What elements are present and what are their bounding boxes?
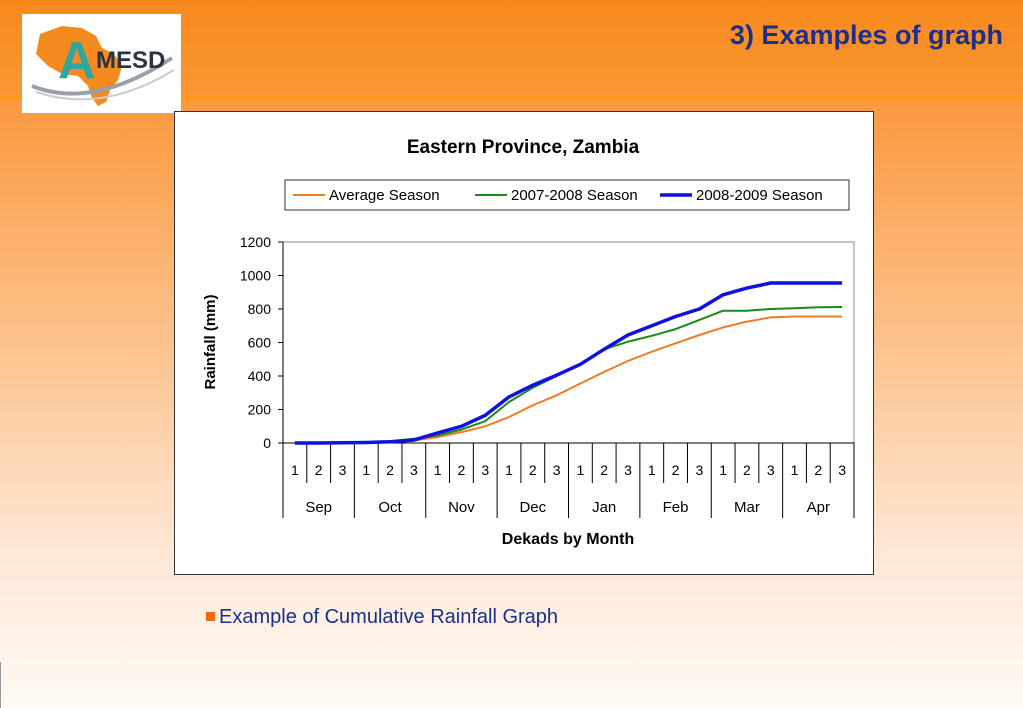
chart-legend xyxy=(284,179,850,211)
legend-entry: 2008-2009 Season xyxy=(696,187,823,204)
y-tick-label: 200 xyxy=(248,402,272,418)
month-label: Sep xyxy=(305,499,332,516)
dekad-label: 1 xyxy=(576,462,584,478)
series-line-3 xyxy=(294,281,843,445)
legend-entry: Average Season xyxy=(329,187,440,204)
month-label: Feb xyxy=(663,499,689,516)
logo-letter-a: A xyxy=(58,32,96,90)
dekad-label: 3 xyxy=(767,462,775,478)
logo-graphic: A MESD xyxy=(31,26,175,106)
month-label: Apr xyxy=(807,499,830,516)
x-axis-label: Dekads by Month xyxy=(502,531,634,548)
y-tick-label: 800 xyxy=(248,301,272,317)
amesd-logo: A MESD xyxy=(22,14,181,113)
dekad-label: 2 xyxy=(315,462,323,478)
dekad-label: 3 xyxy=(481,462,489,478)
dekad-label: 2 xyxy=(600,462,608,478)
dekad-label: 2 xyxy=(672,462,680,478)
dekad-label: 1 xyxy=(719,462,727,478)
left-edge-mark xyxy=(0,662,1,708)
dekad-label: 1 xyxy=(791,462,799,478)
y-tick-label: 600 xyxy=(248,335,272,351)
series-lines xyxy=(294,281,843,445)
chart-frame: Eastern Province, Zambia Average Season 2… xyxy=(174,111,874,575)
dekad-label: 2 xyxy=(743,462,751,478)
dekad-label: 1 xyxy=(648,462,656,478)
month-label: Mar xyxy=(734,499,760,516)
dekad-label: 2 xyxy=(814,462,822,478)
chart-title: Eastern Province, Zambia xyxy=(407,137,640,158)
dekad-label: 3 xyxy=(410,462,418,478)
slide-title: 3) Examples of graph xyxy=(729,20,1003,50)
y-axis-label: Rainfall (mm) xyxy=(202,294,219,389)
month-label: Dec xyxy=(519,499,546,516)
month-label: Nov xyxy=(448,499,475,516)
y-axis: 0 200 400 600 800 1000 1200 xyxy=(240,234,284,451)
y-tick-label: 1000 xyxy=(240,268,271,284)
dekad-label: 2 xyxy=(529,462,537,478)
rainfall-chart: Eastern Province, Zambia Average Season 2… xyxy=(202,137,855,548)
dekad-label: 3 xyxy=(339,462,347,478)
caption: Example of Cumulative Rainfall Graph xyxy=(206,606,558,629)
caption-text: Example of Cumulative Rainfall Graph xyxy=(219,606,559,628)
dekad-label: 3 xyxy=(553,462,561,478)
legend-entry: 2007-2008 Season xyxy=(511,187,638,204)
dekad-label: 1 xyxy=(291,462,299,478)
month-label: Oct xyxy=(378,499,402,516)
logo-text-mesd: MESD xyxy=(96,47,165,74)
y-tick-label: 400 xyxy=(248,368,272,384)
dekad-label: 3 xyxy=(695,462,703,478)
plot-area xyxy=(282,241,855,444)
dekad-label: 1 xyxy=(505,462,513,478)
dekad-label: 2 xyxy=(458,462,466,478)
header-divider xyxy=(0,95,1023,100)
legend-items: Average Season 2007-2008 Season 2008-2009 … xyxy=(293,187,823,204)
dekad-label: 3 xyxy=(838,462,846,478)
dekad-label: 2 xyxy=(386,462,394,478)
y-tick-label: 1200 xyxy=(240,234,271,250)
month-label: Jan xyxy=(592,499,616,516)
bullet-icon xyxy=(206,612,215,621)
dekad-label: 1 xyxy=(362,462,370,478)
dekad-label: 1 xyxy=(434,462,442,478)
dekad-label: 3 xyxy=(624,462,632,478)
y-tick-label: 0 xyxy=(263,435,271,451)
